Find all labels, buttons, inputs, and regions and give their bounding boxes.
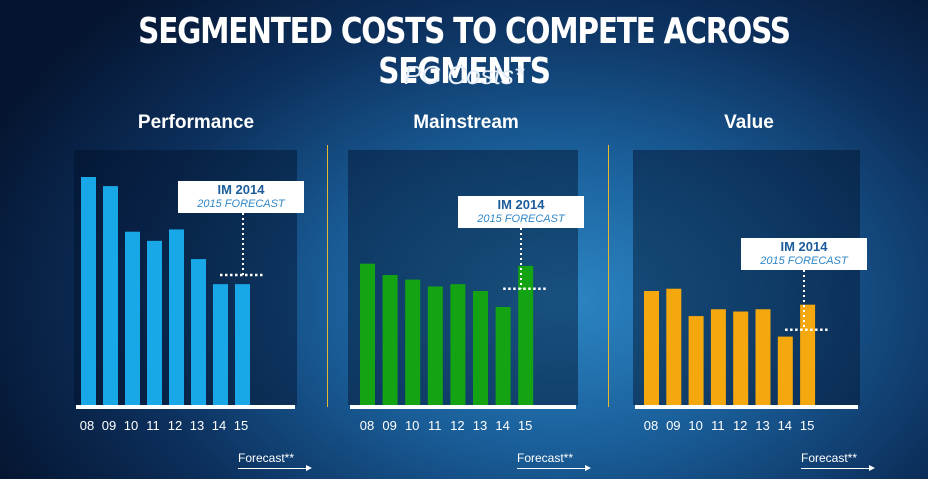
tick-label-value-12: 12 [733,418,747,433]
axis-baseline-performance [76,405,295,409]
tick-label-mainstream-10: 10 [405,418,419,433]
bar-mainstream-10 [405,279,421,405]
panel-title-value: Value [724,112,774,133]
bar-mainstream-13 [473,291,488,405]
tick-label-mainstream-13: 13 [473,418,487,433]
tick-label-value-13: 13 [755,418,769,433]
bar-mainstream-12 [450,284,466,405]
page-title: SEGMENTED COSTS TO COMPETE ACROSS SEGMEN… [138,11,791,92]
tick-label-value-11: 11 [711,418,725,433]
tick-label-mainstream-11: 11 [428,418,442,433]
bar-value-14 [777,336,793,405]
bar-mainstream-09 [382,275,398,405]
tick-label-value-09: 09 [666,418,680,433]
tick-label-performance-11: 11 [146,418,160,433]
bar-performance-09 [103,186,118,405]
tick-label-value-15: 15 [800,418,814,433]
bar-performance-15 [235,284,250,405]
callout-performance: IM 2014 2015 FORECAST [178,181,304,213]
bar-mainstream-08 [360,263,375,405]
panel-divider-2 [608,145,609,407]
bar-value-15 [800,304,816,405]
callout-mainstream: IM 2014 2015 FORECAST [458,196,584,228]
bar-performance-08 [81,177,96,405]
tick-label-value-14: 14 [778,418,792,433]
bar-value-11 [710,309,726,405]
tick-label-value-08: 08 [644,418,658,433]
tick-label-mainstream-08: 08 [360,418,374,433]
tick-label-mainstream-15: 15 [518,418,532,433]
bar-performance-10 [125,231,140,405]
tick-label-performance-15: 15 [234,418,248,433]
forecast-text: Forecast** [801,451,858,465]
callout-line1: IM 2014 [497,197,545,212]
bar-value-13 [755,309,771,405]
forecast-label-value: Forecast** [801,451,881,471]
arrow-right-icon [801,465,875,471]
forecast-text: Forecast** [517,451,574,465]
bar-value-12 [733,311,749,405]
arrow-right-icon [517,465,591,471]
bar-mainstream-11 [427,286,443,405]
tick-label-mainstream-09: 09 [382,418,396,433]
bar-mainstream-14 [495,306,511,405]
forecast-label-performance: Forecast** [238,451,318,471]
axis-baseline-mainstream [350,405,576,409]
page-subtitle: PC Costs* [404,60,524,90]
bar-value-10 [688,316,704,405]
bar-performance-13 [191,259,206,405]
callout-line2: 2015 FORECAST [477,213,565,225]
bar-performance-12 [169,229,184,405]
tick-label-performance-09: 09 [102,418,116,433]
tick-label-value-10: 10 [688,418,702,433]
panel-title-mainstream: Mainstream [413,112,519,133]
tick-label-mainstream-12: 12 [450,418,464,433]
forecast-text: Forecast** [238,451,295,465]
arrow-right-icon [238,465,312,471]
bar-performance-11 [147,240,162,405]
bar-value-09 [666,288,682,405]
axis-baseline-value [635,405,858,409]
tick-label-performance-10: 10 [124,418,138,433]
panel-divider-1 [327,145,328,407]
callout-line2: 2015 FORECAST [760,255,848,267]
tick-label-performance-08: 08 [80,418,94,433]
tick-label-mainstream-14: 14 [495,418,509,433]
bar-mainstream-15 [518,265,534,405]
bar-value-08 [644,291,659,405]
forecast-label-mainstream: Forecast** [517,451,597,471]
callout-line1: IM 2014 [780,239,828,254]
panel-title-performance: Performance [137,112,255,133]
callout-value: IM 2014 2015 FORECAST [741,238,867,270]
tick-label-performance-12: 12 [168,418,182,433]
callout-line2: 2015 FORECAST [197,198,285,210]
bar-performance-14 [213,284,228,405]
tick-label-performance-14: 14 [212,418,226,433]
tick-label-performance-13: 13 [190,418,204,433]
callout-line1: IM 2014 [217,182,265,197]
